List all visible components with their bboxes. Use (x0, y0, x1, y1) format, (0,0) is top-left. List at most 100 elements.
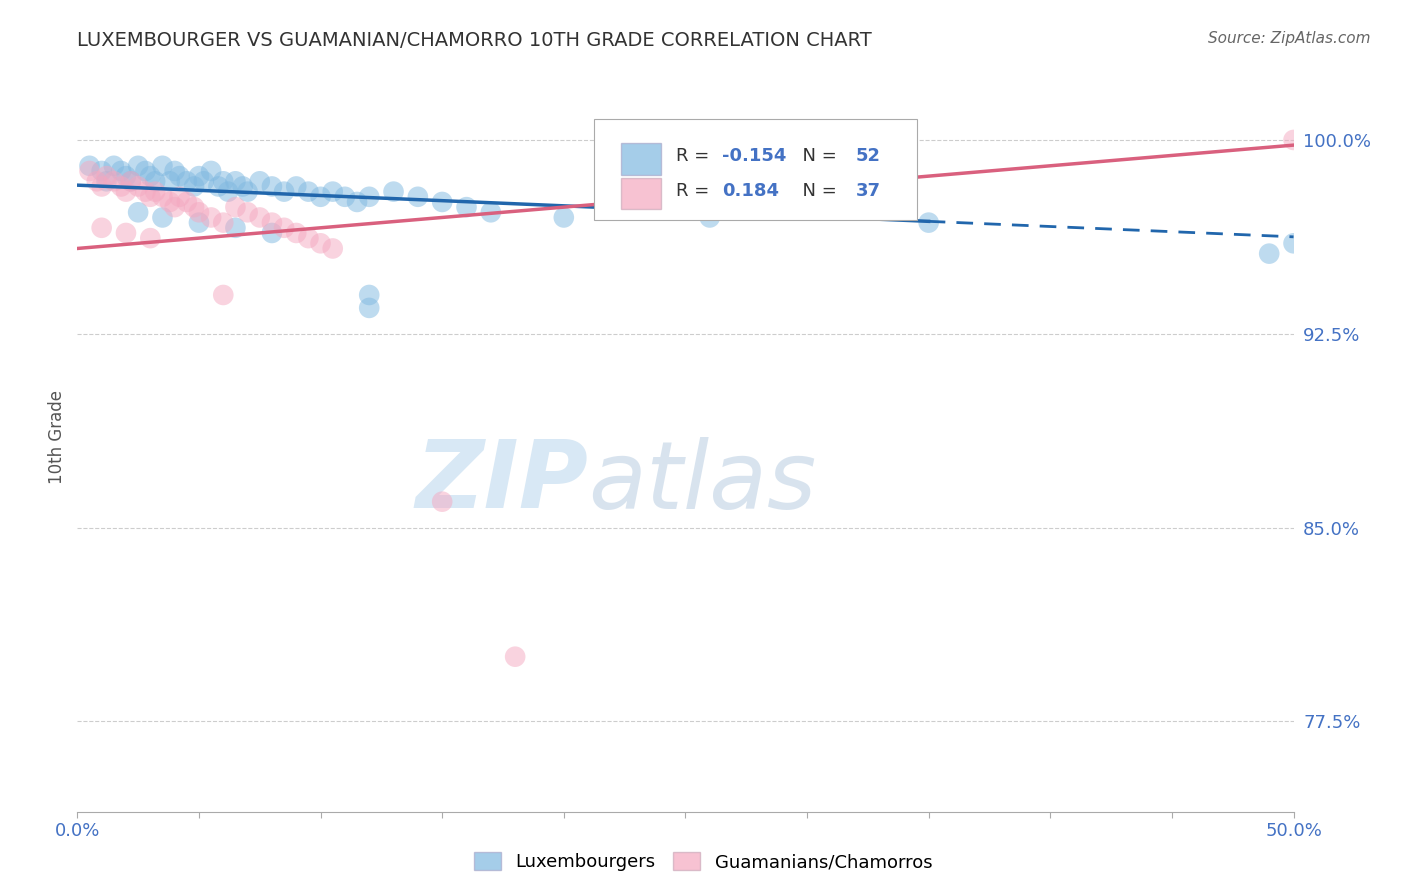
Point (260, 216, 283, 230)
Point (224, 200, 246, 214)
Point (212, 216, 235, 230)
Point (1282, 133, 1305, 147)
Point (456, 200, 478, 214)
Point (176, 194, 198, 209)
Point (169, 169, 191, 183)
Point (110, 179, 132, 194)
Text: 52: 52 (856, 147, 880, 165)
Point (90, 164, 112, 178)
Point (249, 174, 271, 188)
FancyBboxPatch shape (621, 143, 661, 175)
Point (127, 205, 149, 219)
Point (152, 190, 174, 204)
Point (297, 185, 319, 199)
Point (346, 194, 368, 209)
Point (359, 190, 381, 204)
Point (163, 164, 186, 178)
Point (297, 231, 319, 245)
Point (127, 159, 149, 173)
Text: R =: R = (676, 147, 714, 165)
Point (183, 200, 205, 214)
Point (152, 159, 174, 173)
Point (103, 159, 125, 173)
Text: ZIP: ZIP (415, 436, 588, 528)
Point (159, 174, 181, 188)
Point (86, 174, 108, 188)
Text: N =: N = (792, 147, 842, 165)
Point (236, 185, 259, 199)
Point (212, 288, 235, 302)
Point (143, 185, 166, 199)
Text: 37: 37 (856, 182, 880, 200)
Point (139, 190, 162, 204)
Point (134, 185, 156, 199)
Point (152, 211, 174, 225)
Point (273, 185, 295, 199)
Point (193, 174, 215, 188)
Point (169, 190, 191, 204)
Point (406, 190, 429, 204)
Point (90, 179, 112, 194)
Point (212, 174, 235, 188)
Point (79, 164, 101, 178)
Point (115, 185, 138, 199)
Point (159, 194, 181, 209)
Point (236, 205, 259, 219)
Text: atlas: atlas (588, 436, 817, 527)
Legend: Luxembourgers, Guamanians/Chamorros: Luxembourgers, Guamanians/Chamorros (467, 845, 939, 879)
Point (553, 211, 575, 225)
Point (224, 220, 246, 235)
Point (333, 190, 356, 204)
Point (479, 205, 502, 219)
FancyBboxPatch shape (621, 178, 661, 209)
Point (285, 226, 308, 240)
Point (110, 164, 132, 178)
Point (200, 164, 222, 178)
Point (1258, 246, 1281, 260)
Point (430, 494, 453, 508)
Point (115, 226, 138, 240)
Y-axis label: 10th Grade: 10th Grade (48, 390, 66, 484)
Point (249, 211, 271, 225)
Point (918, 216, 941, 230)
Text: N =: N = (792, 182, 842, 200)
Point (183, 179, 205, 194)
Point (207, 179, 229, 194)
Point (143, 174, 166, 188)
Point (1282, 236, 1305, 251)
Text: R =: R = (676, 182, 720, 200)
Text: 0.184: 0.184 (721, 182, 779, 200)
Point (503, 649, 526, 664)
Point (188, 169, 211, 183)
Point (103, 174, 125, 188)
Text: -0.154: -0.154 (721, 147, 786, 165)
Point (127, 179, 149, 194)
Point (134, 164, 156, 178)
Point (699, 211, 721, 225)
Point (322, 242, 344, 256)
Point (260, 226, 283, 240)
Point (115, 169, 138, 183)
Point (176, 174, 198, 188)
Point (139, 231, 162, 245)
Point (120, 174, 142, 188)
Point (139, 169, 162, 183)
Text: LUXEMBOURGER VS GUAMANIAN/CHAMORRO 10TH GRADE CORRELATION CHART: LUXEMBOURGER VS GUAMANIAN/CHAMORRO 10TH … (77, 31, 872, 50)
Point (200, 211, 222, 225)
Point (79, 159, 101, 173)
Point (273, 220, 295, 235)
FancyBboxPatch shape (595, 119, 917, 219)
Text: Source: ZipAtlas.com: Source: ZipAtlas.com (1208, 31, 1371, 46)
Point (260, 179, 283, 194)
Point (217, 185, 239, 199)
Point (232, 179, 254, 194)
Point (188, 205, 211, 219)
Point (309, 190, 332, 204)
Point (430, 194, 453, 209)
Point (96, 169, 118, 183)
Point (309, 236, 332, 251)
Point (285, 179, 308, 194)
Point (224, 174, 246, 188)
Point (322, 185, 344, 199)
Point (163, 200, 186, 214)
